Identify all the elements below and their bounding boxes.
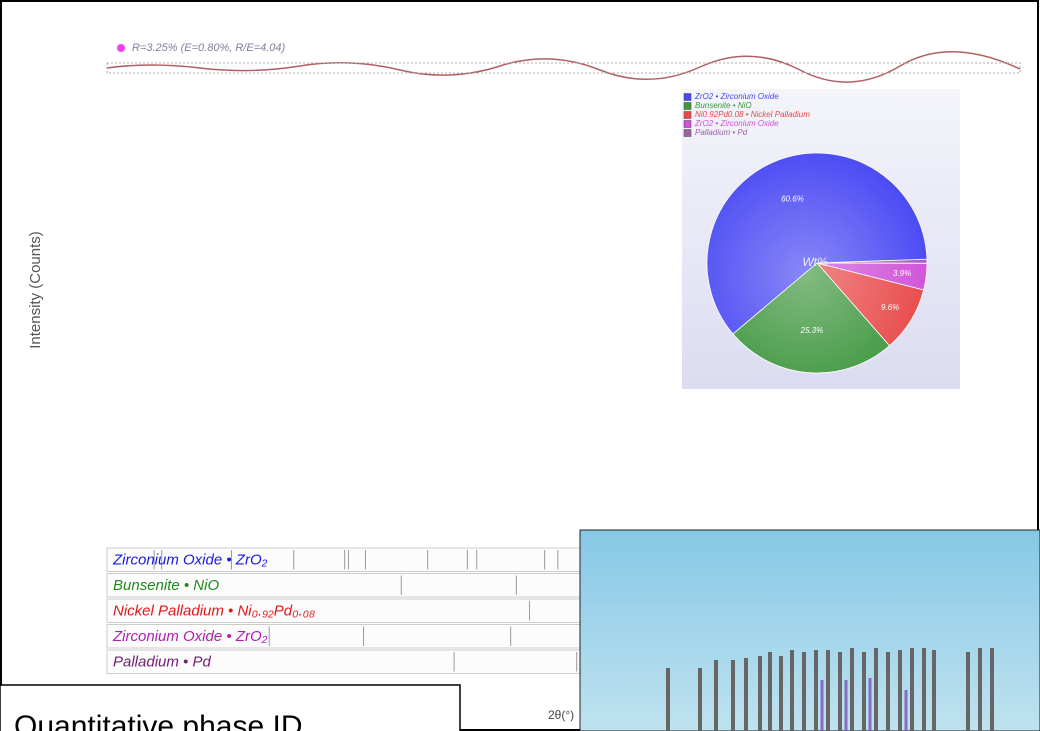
phase-label: Palladium • Pd xyxy=(113,654,211,671)
legend-label: Palladium • Pd xyxy=(695,128,748,137)
phase-label: Bunsenite • NiO xyxy=(113,577,219,594)
phase-label: Zirconium Oxide • ZrO₂ xyxy=(112,628,268,645)
legend-swatch xyxy=(684,130,691,137)
legend-label: ZrO2 • Zirconium Oxide xyxy=(694,119,779,128)
crystal-image xyxy=(580,530,1040,731)
phase-label: Zirconium Oxide • ZrO₂ xyxy=(112,552,268,569)
legend-label: ZrO2 • Zirconium Oxide xyxy=(694,92,779,101)
phase-label: Nickel Palladium • Ni₀.₉₂Pd₀.₀₈ xyxy=(113,603,315,620)
caption: Quantitative phase ID xyxy=(14,710,303,731)
y-axis-title: Intensity (Counts) xyxy=(27,231,44,349)
legend-swatch xyxy=(684,121,691,128)
legend-label: Ni0.92Pd0.08 • Nickel Palladium xyxy=(695,110,810,119)
legend-swatch xyxy=(684,103,691,110)
annotation-dot xyxy=(117,44,125,52)
legend-swatch xyxy=(684,112,691,119)
legend-swatch xyxy=(684,94,691,101)
annotation: R=3.25% (E=0.80%, R/E=4.04) xyxy=(132,42,286,54)
legend-label: Bunsenite • NiO xyxy=(695,101,752,110)
screenshot: 0100002000030000400005000060000700008000… xyxy=(0,0,1040,731)
pie-center-label: Wt% xyxy=(802,255,828,269)
x-axis-title: 2θ(°) xyxy=(548,708,574,722)
